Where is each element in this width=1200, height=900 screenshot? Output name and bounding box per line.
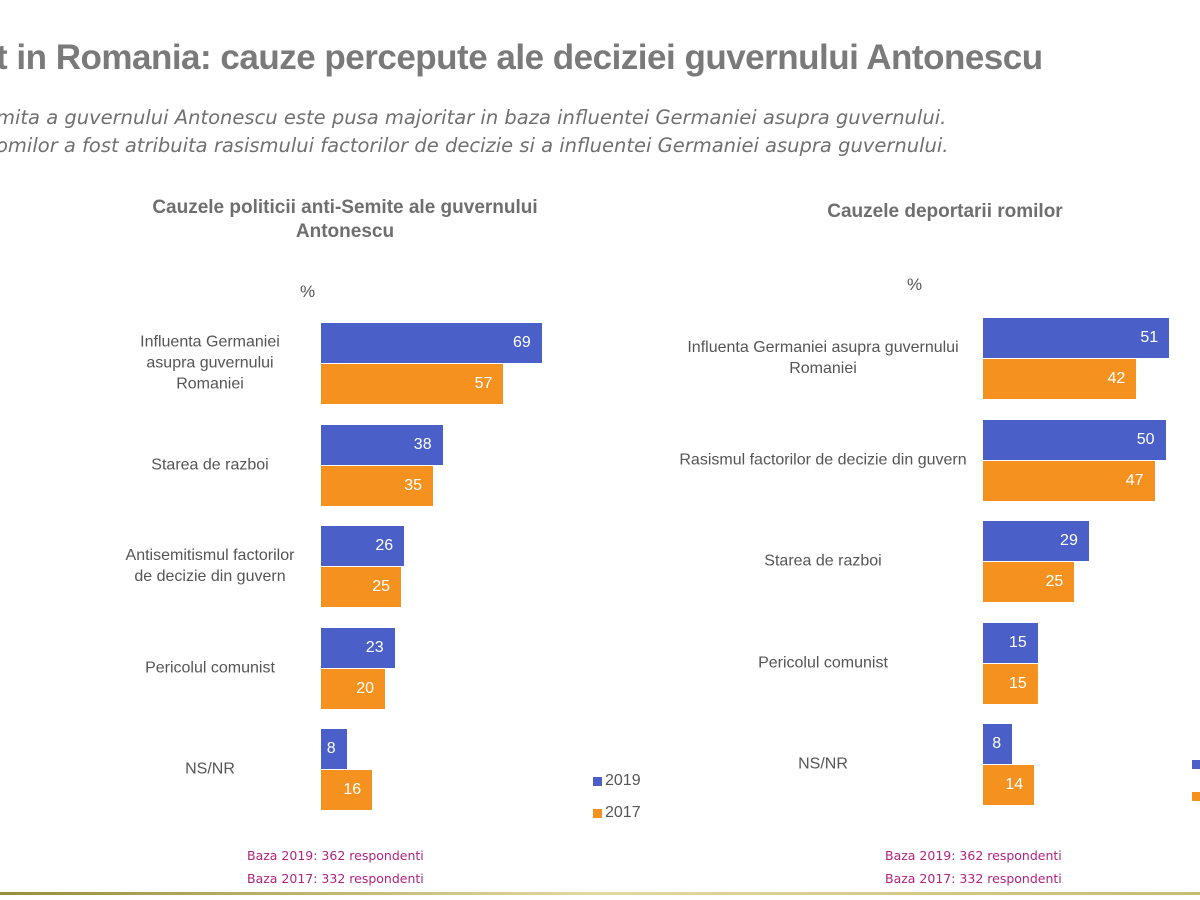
bar-2017 <box>321 465 433 506</box>
legend-swatch-2019 <box>1192 760 1200 769</box>
category-label: Rasismul factorilor de decizie din guver… <box>679 451 967 468</box>
data-label: 47 <box>1125 471 1144 489</box>
base-note: Baza 2017: 332 respondenti <box>885 871 1062 886</box>
bar-2019 <box>321 526 405 566</box>
data-label: 35 <box>404 476 422 494</box>
category-label: Antisemitismul factorilor de decizie din… <box>125 547 295 585</box>
unit-label: % <box>907 275 923 294</box>
data-label: 51 <box>1140 329 1159 346</box>
data-label: 23 <box>365 638 384 656</box>
data-label: 38 <box>413 435 432 453</box>
slide-title: t in Romania: cauze percepute ale decizi… <box>0 38 1043 77</box>
bar-2017 <box>983 562 1075 602</box>
legend-label: 2017 <box>605 804 641 821</box>
data-label: 42 <box>1107 370 1126 387</box>
data-label: 16 <box>343 781 362 798</box>
category-label: NS/NR <box>185 760 235 778</box>
bar-2019 <box>321 424 443 465</box>
footer-rule <box>0 892 1200 895</box>
data-label: 57 <box>474 375 493 392</box>
bar-2019 <box>983 318 1170 358</box>
category-label: Influenta Germaniei asupra guvernului Ro… <box>140 333 280 393</box>
data-label: 25 <box>372 578 390 595</box>
data-label: 20 <box>356 679 374 697</box>
data-label: 50 <box>1136 430 1155 448</box>
bar-2017 <box>983 359 1137 399</box>
legend-swatch-2017 <box>1192 792 1200 801</box>
base-note: Baza 2019: 362 respondenti <box>247 848 424 863</box>
category-label: Starea de razboi <box>151 456 269 473</box>
bar-2017 <box>983 765 1035 805</box>
category-label: Pericolul comunist <box>758 654 888 671</box>
bar-2017 <box>321 567 401 607</box>
base-note: Baza 2017: 332 respondenti <box>247 871 424 886</box>
bar-2017 <box>983 663 1038 704</box>
data-label: 15 <box>1008 633 1027 651</box>
category-label: NS/NR <box>798 755 848 773</box>
data-label: 29 <box>1060 532 1078 549</box>
data-label: 26 <box>375 537 394 554</box>
data-label: 14 <box>1005 776 1024 793</box>
bar-2019 <box>321 627 395 668</box>
bar-2019 <box>983 521 1089 561</box>
category-label: Pericolul comunist <box>145 659 275 676</box>
legend-swatch-2017 <box>593 809 602 818</box>
chart-title: Cauzele politicii anti-Semite ale guvern… <box>152 197 538 242</box>
data-label: 69 <box>513 334 531 351</box>
category-label: Starea de razboi <box>764 552 882 570</box>
bar-2019 <box>321 323 542 363</box>
category-label: Influenta Germaniei asupra guvernului Ro… <box>687 339 959 377</box>
bar-2017 <box>321 668 385 709</box>
subtitle-line-2: omilor a fost atribuita rasismului facto… <box>0 134 949 157</box>
bar-2017 <box>983 460 1155 501</box>
bar-2019 <box>321 729 347 769</box>
bar-2019 <box>983 419 1166 460</box>
data-label: 25 <box>1045 573 1064 590</box>
bar-2017 <box>321 770 373 810</box>
bar-2019 <box>983 724 1013 764</box>
data-label: 8 <box>326 740 336 757</box>
legend-swatch-2019 <box>593 777 602 786</box>
legend-label: 2019 <box>605 772 641 789</box>
unit-label: % <box>300 282 316 301</box>
bar-2019 <box>983 622 1038 663</box>
chart-title: Cauzele deportarii romilor <box>827 201 1063 222</box>
base-note: Baza 2019: 362 respondenti <box>885 848 1062 863</box>
data-label: 8 <box>992 735 1002 752</box>
bar-2017 <box>321 364 504 404</box>
subtitle-line-1: mita a guvernului Antonescu este pusa ma… <box>0 106 947 129</box>
data-label: 15 <box>1008 674 1027 692</box>
